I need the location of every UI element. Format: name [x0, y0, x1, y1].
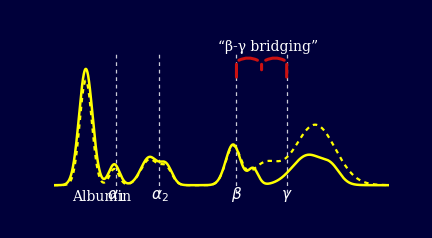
Text: “β-γ bridging”: “β-γ bridging”: [218, 40, 318, 54]
Text: $\alpha_2$: $\alpha_2$: [151, 189, 168, 204]
Text: $\beta$: $\beta$: [231, 185, 242, 204]
Text: $\gamma$: $\gamma$: [281, 188, 292, 204]
Text: $\alpha_1$: $\alpha_1$: [107, 189, 125, 204]
Text: Albumin: Albumin: [73, 190, 131, 204]
